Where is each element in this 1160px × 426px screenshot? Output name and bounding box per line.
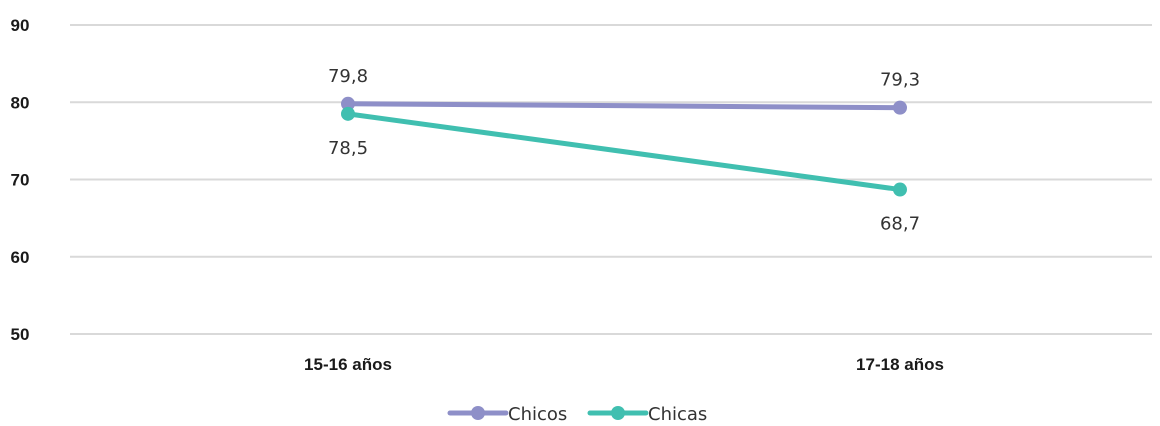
series-chicos: [341, 96, 907, 115]
data-labels: 79,8 79,3 78,5 68,7: [328, 66, 920, 235]
y-tick-label: 60: [11, 248, 30, 267]
y-axis-ticks: 50 60 70 80 90: [11, 16, 30, 344]
y-tick-label: 80: [11, 93, 30, 112]
y-tick-label: 70: [11, 171, 30, 190]
series-line-chicas: [345, 111, 903, 193]
data-label-chicas: 78,5: [328, 138, 368, 159]
y-tick-label: 50: [11, 325, 30, 344]
series-lines: [341, 96, 907, 197]
legend-item-chicas: Chicas: [587, 404, 707, 425]
series-chicas: [341, 106, 907, 197]
legend-marker-chicas: [611, 406, 625, 420]
x-tick-label: 15-16 años: [304, 355, 392, 374]
legend-marker-chicos: [471, 406, 485, 420]
legend: Chicos Chicas: [447, 404, 707, 425]
legend-label-chicas: Chicas: [648, 404, 707, 421]
gridlines: [70, 24, 1152, 335]
y-tick-label: 90: [11, 16, 30, 35]
data-point-chicas: [341, 106, 355, 121]
data-point-chicos: [893, 100, 907, 115]
data-point-chicas: [893, 182, 907, 197]
legend-label-chicos: Chicos: [508, 404, 567, 421]
data-label-chicos: 79,3: [880, 70, 920, 91]
data-point-chicos: [341, 96, 355, 111]
data-label-chicos: 79,8: [328, 66, 368, 87]
data-label-chicas: 68,7: [880, 214, 920, 235]
legend-item-chicos: Chicos: [447, 404, 567, 425]
x-axis-ticks: 15-16 años 17-18 años: [304, 355, 944, 374]
series-line-chicos: [345, 101, 903, 111]
x-tick-label: 17-18 años: [856, 355, 944, 374]
